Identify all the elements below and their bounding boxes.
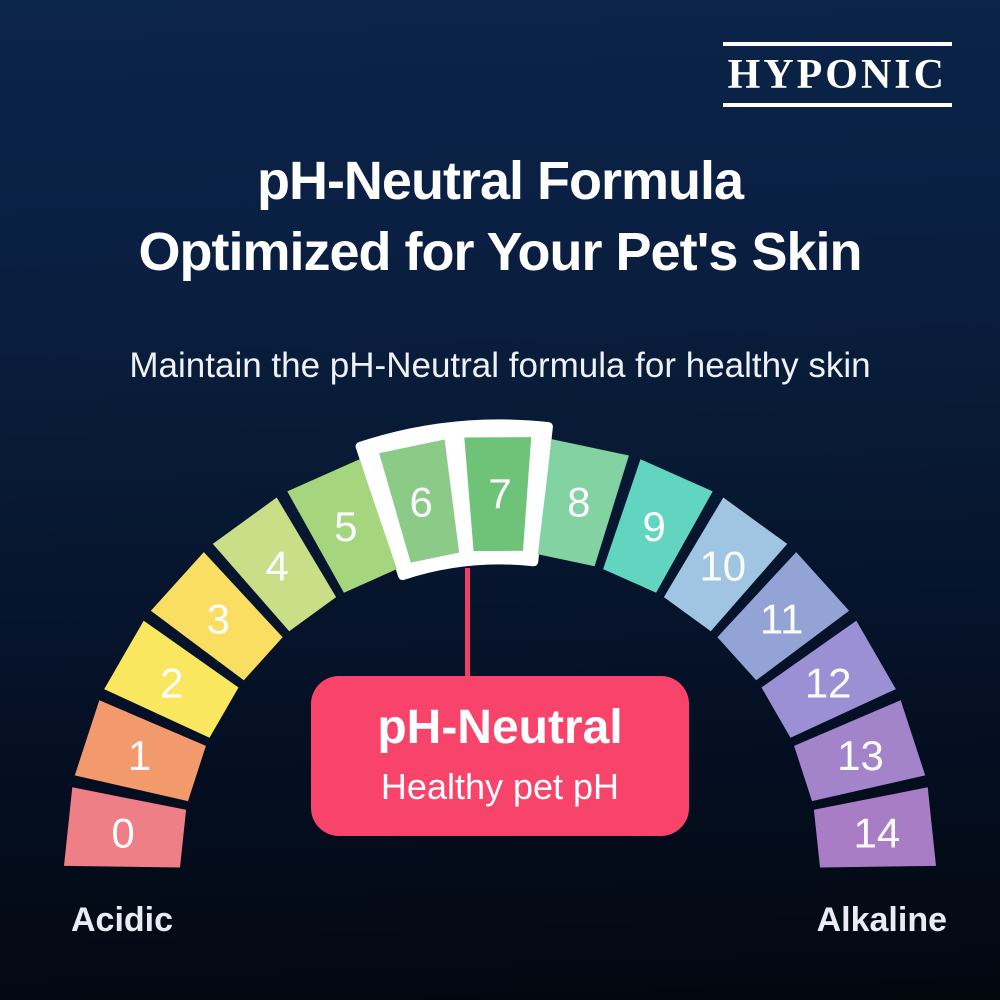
gauge-number-5: 5 xyxy=(334,503,357,550)
brand-name: HYPONIC xyxy=(727,52,947,98)
gauge-number-9: 9 xyxy=(643,503,666,550)
callout-title: pH-Neutral xyxy=(377,701,623,754)
callout-subtitle: Healthy pet pH xyxy=(380,765,620,807)
gauge-segment-11 xyxy=(717,552,850,681)
gauge-number-2: 2 xyxy=(160,660,183,707)
gauge-segment-4 xyxy=(212,497,337,632)
gauge-number-11: 11 xyxy=(760,595,804,642)
gauge-number-1: 1 xyxy=(128,732,151,779)
gauge-segment-14 xyxy=(813,787,936,868)
gauge-segment-1 xyxy=(74,700,206,802)
gauge-number-4: 4 xyxy=(266,542,289,589)
gauge-number-10: 10 xyxy=(699,542,746,589)
gauge-segment-7 xyxy=(464,437,532,552)
gauge-segment-0 xyxy=(64,787,187,868)
gauge-segment-3 xyxy=(150,552,283,681)
gauge-segment-2 xyxy=(104,620,239,738)
gauge-number-14: 14 xyxy=(854,809,901,856)
gauge-number-12: 12 xyxy=(805,660,852,707)
page-title-line2: Optimized for Your Pet's Skin xyxy=(138,222,863,283)
gauge-segment-10 xyxy=(663,497,788,632)
gauge-number-6: 6 xyxy=(410,478,433,525)
page-subtitle: Maintain the pH-Neutral formula for heal… xyxy=(129,346,871,385)
gauge-number-0: 0 xyxy=(111,809,134,856)
gauge-number-3: 3 xyxy=(207,595,230,642)
gauge-segment-8 xyxy=(537,439,629,567)
acidic-label: Acidic xyxy=(71,901,174,939)
brand-logo: HYPONIC xyxy=(722,42,952,107)
gauge-segment-9 xyxy=(603,459,713,593)
page-title-line1: pH-Neutral Formula xyxy=(256,151,744,211)
page-title: pH-Neutral Formula Optimized for Your Pe… xyxy=(0,146,1000,289)
ph-neutral-callout: pH-Neutral Healthy pet pH xyxy=(311,676,689,836)
gauge-number-7: 7 xyxy=(488,470,511,517)
gauge-number-13: 13 xyxy=(837,732,884,779)
gauge-number-8: 8 xyxy=(567,478,590,525)
alkaline-label: Alkaline xyxy=(816,901,947,939)
gauge-segment-5 xyxy=(287,459,397,593)
callout-connector-line xyxy=(465,568,470,698)
gauge-segment-13 xyxy=(794,700,926,802)
gauge-segment-12 xyxy=(761,620,896,738)
gauge-segment-6 xyxy=(379,439,460,563)
